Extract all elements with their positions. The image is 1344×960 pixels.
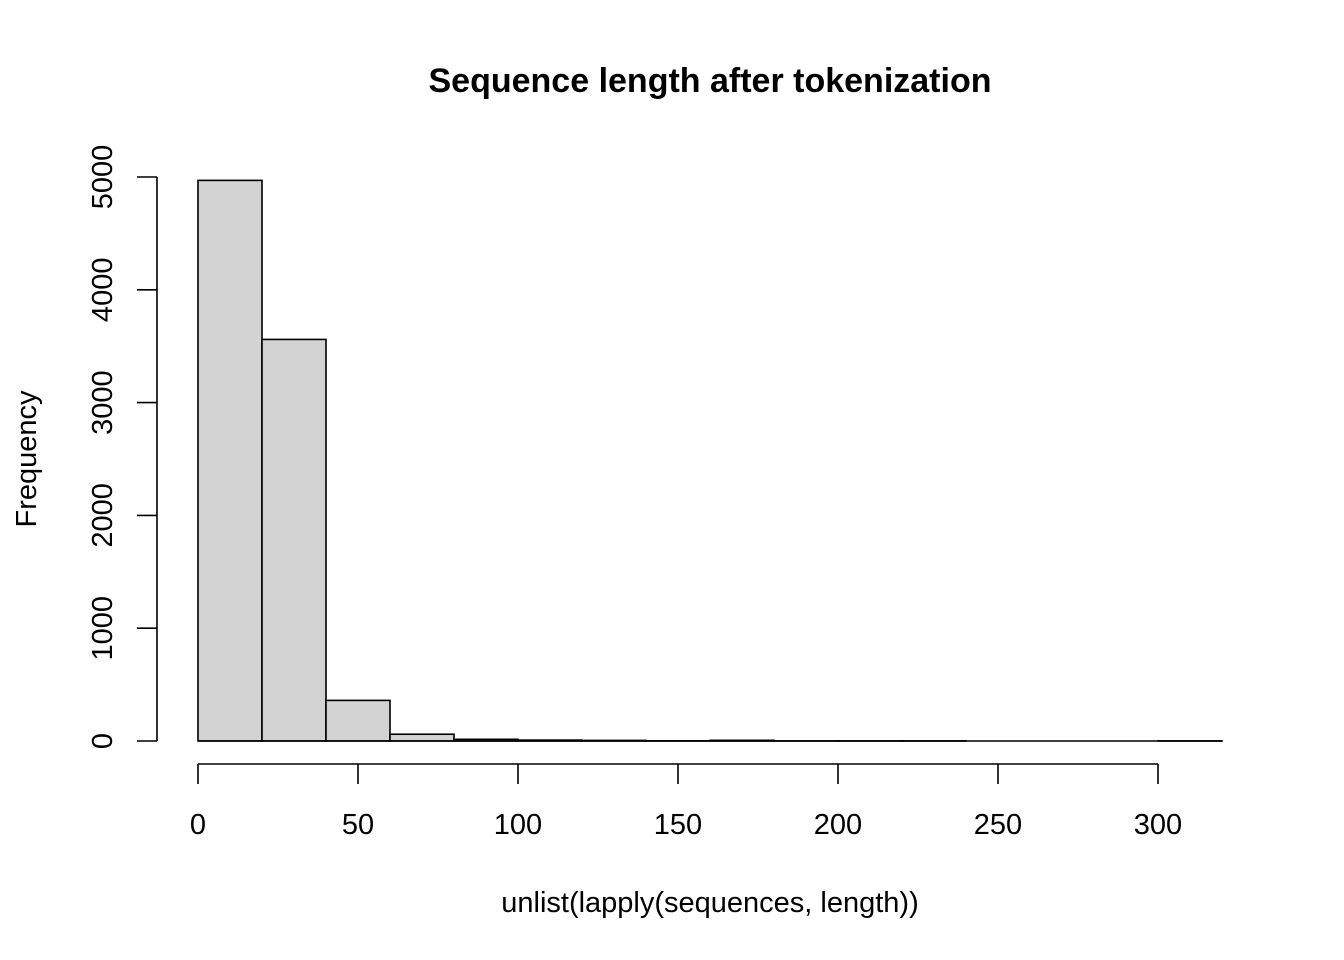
y-tick-label: 1000 bbox=[87, 596, 119, 661]
histogram-bar bbox=[197, 179, 263, 742]
y-tick-label: 2000 bbox=[87, 483, 119, 548]
x-tick-label: 250 bbox=[974, 809, 1022, 841]
y-tick-label: 0 bbox=[87, 733, 119, 749]
chart-title: Sequence length after tokenization bbox=[429, 62, 992, 100]
histogram-bar bbox=[389, 733, 455, 742]
x-tick-label: 50 bbox=[342, 809, 374, 841]
y-axis: 0 1000 2000 3000 4000 5000 bbox=[87, 145, 158, 749]
y-axis-label: Frequency bbox=[11, 390, 43, 528]
x-axis-label: unlist(lapply(sequences, length)) bbox=[501, 887, 919, 919]
y-tick-label: 3000 bbox=[87, 370, 119, 435]
x-axis: 0 50 100 150 200 250 300 bbox=[190, 763, 1182, 841]
x-tick-label: 100 bbox=[494, 809, 542, 841]
x-tick-label: 200 bbox=[814, 809, 862, 841]
x-tick-label: 150 bbox=[654, 809, 702, 841]
histogram-bar bbox=[261, 338, 327, 742]
y-tick-label: 4000 bbox=[87, 258, 119, 323]
histogram-bar bbox=[325, 699, 391, 742]
x-tick-label: 300 bbox=[1134, 809, 1182, 841]
histogram-bars bbox=[197, 179, 1223, 742]
x-tick-label: 0 bbox=[190, 809, 206, 841]
y-tick-label: 5000 bbox=[87, 145, 119, 210]
